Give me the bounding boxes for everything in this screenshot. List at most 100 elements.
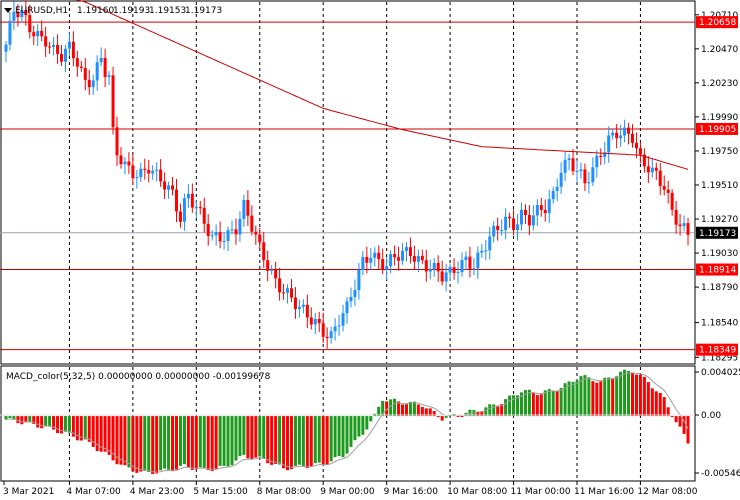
candle-body <box>547 199 551 214</box>
candle-body <box>432 262 436 270</box>
candle-body <box>381 259 385 270</box>
candle-body <box>305 304 309 318</box>
candle-body <box>178 211 182 222</box>
candle-body <box>270 269 274 271</box>
candle-body <box>67 41 71 49</box>
macd-bar <box>412 401 416 417</box>
time-tick-label: 4 Mar 23:00 <box>130 487 185 497</box>
candle-body <box>472 268 476 270</box>
candle-body <box>87 79 91 88</box>
macd-bar <box>638 374 642 417</box>
candle-body <box>631 133 635 143</box>
candle-body <box>56 44 60 54</box>
candle-body <box>397 257 401 261</box>
candle-body <box>341 313 345 326</box>
macd-bar <box>99 416 103 452</box>
time-tick-label: 9 Mar 16:00 <box>384 487 439 497</box>
candle-body <box>416 255 420 262</box>
macd-bar <box>305 416 309 469</box>
macd-bar <box>274 416 278 464</box>
macd-bar <box>531 392 535 417</box>
macd-bar <box>147 416 151 472</box>
macd-bar <box>186 416 190 468</box>
macd-bar <box>456 415 460 417</box>
macd-bar <box>508 395 512 417</box>
macd-bar <box>404 404 408 417</box>
macd-bar <box>381 400 385 417</box>
macd-bar <box>254 416 258 458</box>
candle-body <box>242 199 246 219</box>
candle-body <box>286 288 290 293</box>
macd-bar <box>83 416 87 440</box>
macd-bar <box>329 416 333 462</box>
macd-bar <box>278 416 282 465</box>
candle-body <box>611 132 615 136</box>
candle-body <box>504 216 508 231</box>
macd-bar <box>266 416 270 464</box>
macd-label: MACD_color(5,32,5) 0.00000000 0.00000000… <box>6 372 271 382</box>
candle-body <box>686 223 690 235</box>
candle-body <box>91 80 95 88</box>
candle-body <box>4 44 8 52</box>
macd-bar <box>500 404 504 417</box>
macd-bar <box>293 416 297 466</box>
macd-bar <box>377 406 381 417</box>
candle-body <box>115 127 119 156</box>
time-tick-label: 11 Mar 16:00 <box>574 487 634 497</box>
candle-body <box>456 272 460 274</box>
price-tick-label: 1.18790 <box>701 283 738 293</box>
candle-body <box>171 185 175 190</box>
candle-body <box>666 189 670 193</box>
candle-body <box>44 36 48 47</box>
macd-bar <box>488 404 492 417</box>
price-tick-label: 1.18295 <box>701 353 738 363</box>
candle-body <box>167 185 171 190</box>
macd-bar <box>71 416 75 437</box>
current-price-label-bg <box>696 226 738 239</box>
candle-body <box>36 30 40 37</box>
macd-bar <box>52 416 56 430</box>
candle-body <box>59 53 63 62</box>
candle-body <box>293 297 297 309</box>
candle-body <box>492 225 496 237</box>
candle-body <box>603 152 607 158</box>
macd-bar <box>282 416 286 469</box>
macd-bar <box>349 416 353 447</box>
macd-bar <box>48 416 52 427</box>
macd-bar <box>206 416 210 471</box>
macd-histogram <box>4 369 690 475</box>
candle-body <box>476 252 480 269</box>
candle-body <box>83 67 87 80</box>
candles <box>4 0 690 349</box>
current-price-label-text: 1.19173 <box>699 229 736 239</box>
level-label: 1.18349 <box>699 346 736 356</box>
macd-bar <box>504 399 508 417</box>
macd-bar <box>8 416 12 418</box>
candle-body <box>650 167 654 173</box>
price-axis: 1.20710 1.20470 1.20230 1.19990 1.19750 1.195… <box>695 11 738 363</box>
candle-body <box>127 161 131 166</box>
candle-body <box>123 161 127 165</box>
time-axis: 3 Mar 2021 4 Mar 07:00 4 Mar 23:00 5 Mar 15… <box>3 481 698 497</box>
candle-body <box>309 317 313 325</box>
candle-body <box>444 272 448 282</box>
level-label-bg <box>696 343 738 356</box>
macd-bar <box>539 394 543 417</box>
candle-body <box>75 58 79 67</box>
macd-bar <box>59 416 63 434</box>
macd-bar <box>143 416 147 471</box>
macd-bar <box>678 416 682 427</box>
macd-bar <box>230 416 234 466</box>
macd-bar <box>178 416 182 466</box>
price-tick-label: 1.19990 <box>701 113 738 123</box>
candle-body <box>186 193 190 199</box>
level-labels: 1.20658 1.19905 1.18914 1.18349 <box>696 16 738 356</box>
time-tick-label: 9 Mar 00:00 <box>320 487 375 497</box>
macd-bar <box>16 416 20 424</box>
macd-bar <box>353 416 357 441</box>
candle-body <box>500 230 504 232</box>
dropdown-triangle-icon[interactable] <box>4 8 12 13</box>
candle-body <box>527 215 531 226</box>
macd-bar <box>397 401 401 417</box>
